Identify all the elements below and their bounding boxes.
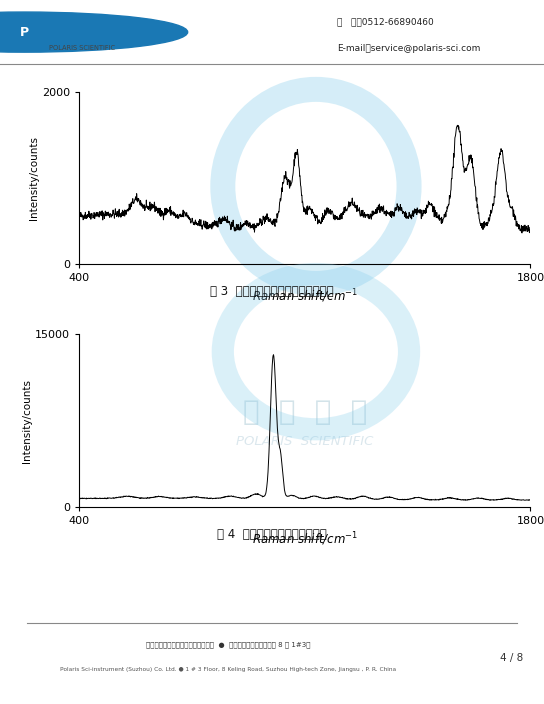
X-axis label: Raman shift/cm$^{-1}$: Raman shift/cm$^{-1}$ (251, 287, 358, 305)
Text: 普拉瑞思科学仪器（苏州）有限公司  ●  苏州高新区科技城科灵路 8 号 1#3楼: 普拉瑞思科学仪器（苏州）有限公司 ● 苏州高新区科技城科灵路 8 号 1#3楼 (146, 641, 311, 648)
Text: 图 3  匹克硫酸钔表面增强拉曼光谱图: 图 3 匹克硫酸钔表面增强拉曼光谱图 (210, 285, 334, 298)
Text: E-mail：service@polaris-sci.com: E-mail：service@polaris-sci.com (337, 44, 481, 53)
Y-axis label: Intensity/counts: Intensity/counts (29, 136, 39, 220)
Text: 电   话：0512-66890460: 电 话：0512-66890460 (337, 17, 434, 26)
Text: P: P (20, 25, 29, 39)
Text: 普拉瑞思: 普拉瑞思 (49, 12, 77, 25)
Y-axis label: Intensity/counts: Intensity/counts (22, 379, 32, 463)
Text: POLARIS  SCIENTIFIC: POLARIS SCIENTIFIC (236, 435, 373, 448)
Text: 图 4  麻黄碱表面增强拉曼光谱图: 图 4 麻黄碱表面增强拉曼光谱图 (217, 528, 327, 541)
Text: 普  拉  瑞  思: 普 拉 瑞 思 (243, 398, 367, 426)
Circle shape (0, 12, 188, 52)
Text: POLARIS SCIENTIFIC: POLARIS SCIENTIFIC (49, 45, 115, 51)
X-axis label: Raman shift/cm$^{-1}$: Raman shift/cm$^{-1}$ (251, 530, 358, 548)
Text: Polaris Sci-instrument (Suzhou) Co. Ltd. ● 1 # 3 Floor, 8 Keling Road, Suzhou Hi: Polaris Sci-instrument (Suzhou) Co. Ltd.… (60, 667, 397, 672)
Text: 4 / 8: 4 / 8 (500, 653, 523, 663)
